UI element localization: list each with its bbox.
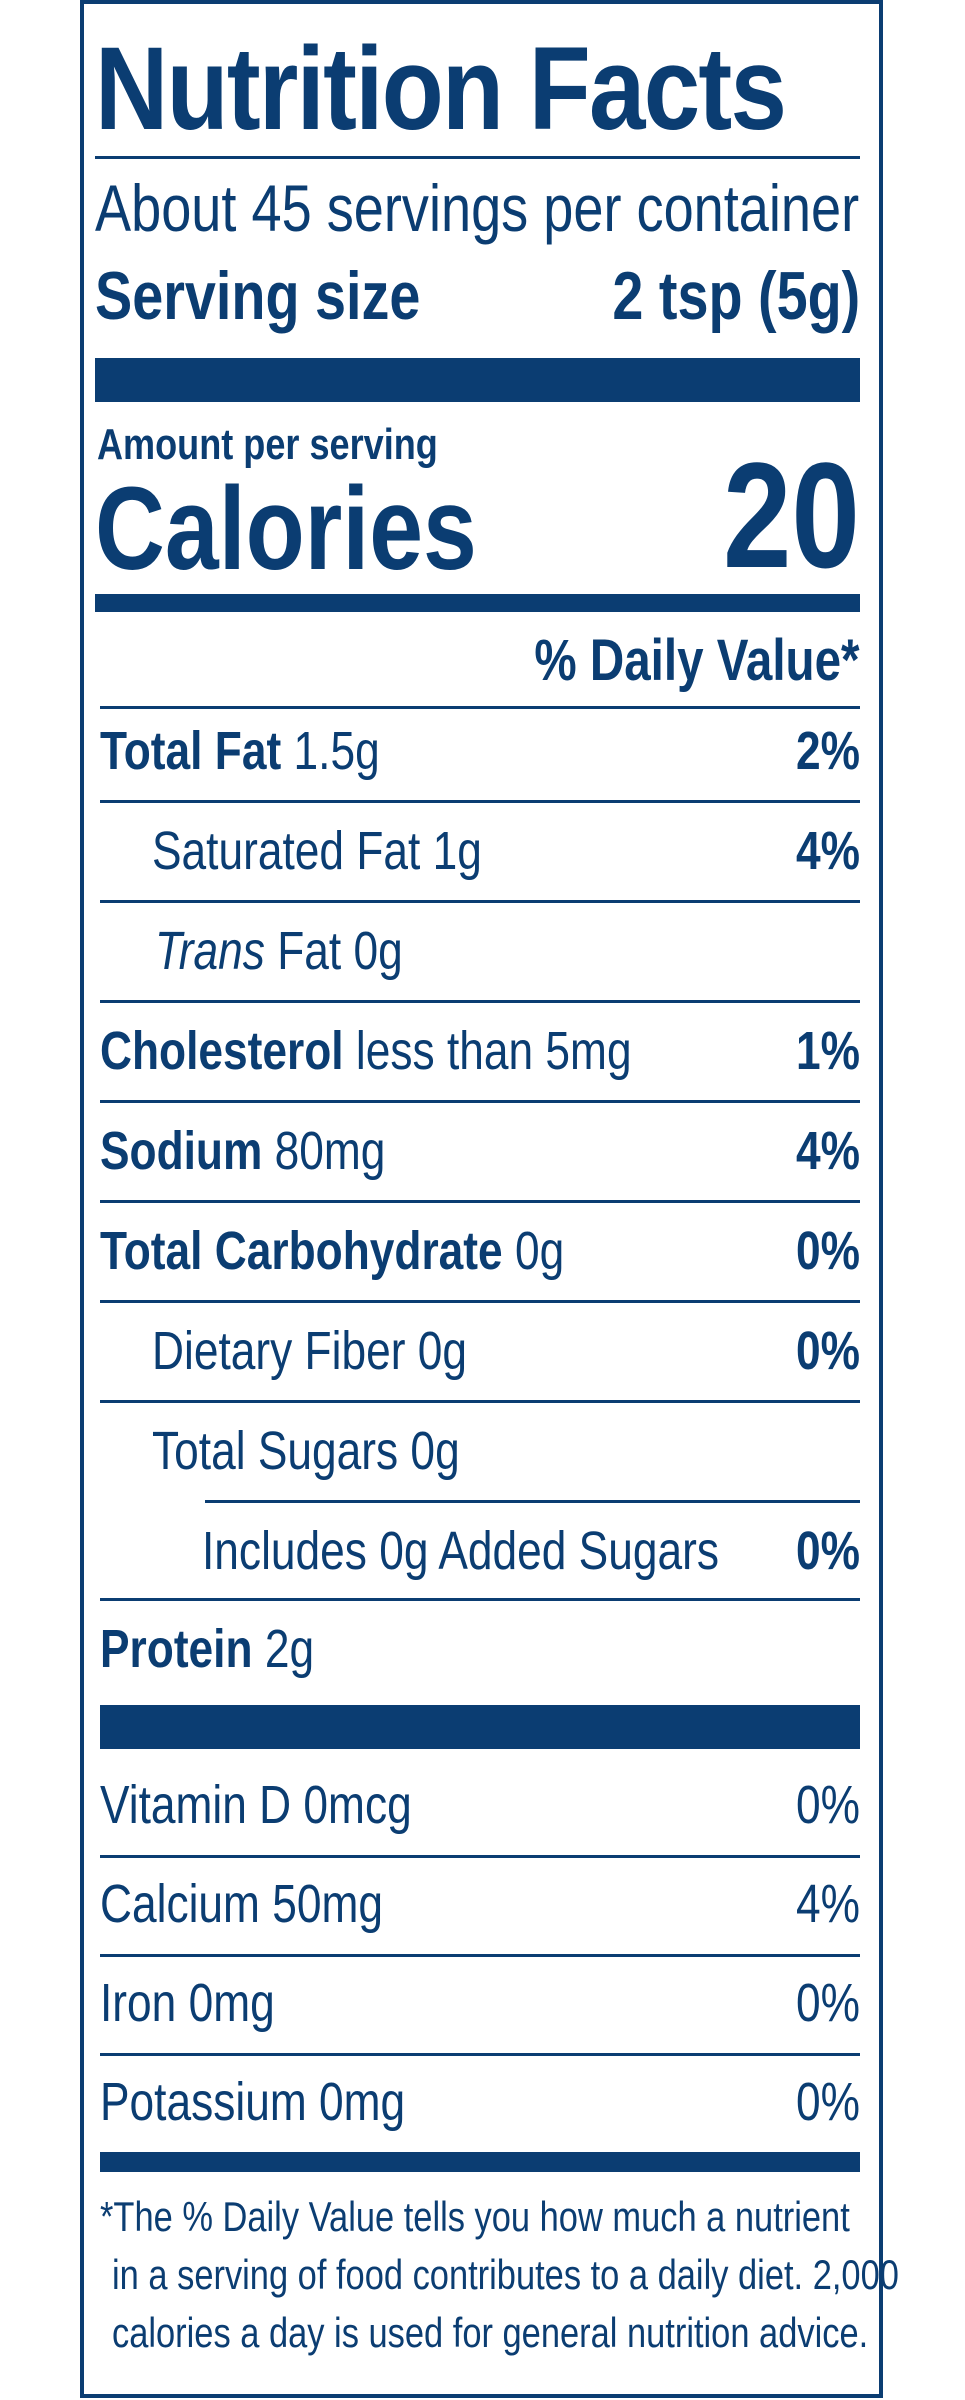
nutrient-saturated-fat: Saturated Fat 1g <box>152 821 482 881</box>
thick-divider <box>95 358 860 402</box>
nutrient-total-carbohydrate: Total Carbohydrate 0g <box>100 1221 565 1281</box>
iron: Iron 0mg <box>100 1973 275 2033</box>
nutrient-total-fat: Total Fat 1.5g <box>100 721 380 781</box>
divider <box>100 706 860 709</box>
dv-potassium: 0% <box>796 2072 860 2132</box>
servings-per-container: About 45 servings per container <box>95 171 860 245</box>
serving-size-label: Serving size <box>95 258 421 334</box>
serving-size-value: 2 tsp (5g) <box>612 258 860 334</box>
footnote-line-2: in a serving of food contributes to a da… <box>112 2251 899 2298</box>
label-title: Nutrition Facts <box>95 23 787 155</box>
divider <box>100 1100 860 1103</box>
dv-iron: 0% <box>796 1973 860 2033</box>
nutrient-dietary-fiber: Dietary Fiber 0g <box>152 1321 468 1381</box>
divider <box>100 1598 860 1601</box>
divider <box>100 1954 860 1957</box>
daily-value-header: % Daily Value* <box>534 628 860 693</box>
nutrient-total-sugars: Total Sugars 0g <box>152 1421 460 1481</box>
dv-calcium: 4% <box>796 1874 860 1934</box>
divider <box>95 156 860 159</box>
divider <box>100 1300 860 1303</box>
divider <box>100 1200 860 1203</box>
divider <box>100 2053 860 2056</box>
vitamin-d: Vitamin D 0mcg <box>100 1775 412 1835</box>
dv-total-carbohydrate: 0% <box>796 1221 860 1281</box>
divider <box>100 1400 860 1403</box>
nutrient-sodium: Sodium 80mg <box>100 1121 386 1181</box>
nutrient-trans-fat: Trans Fat 0g <box>155 921 403 981</box>
dv-added-sugars: 0% <box>796 1521 860 1581</box>
nutrient-protein: Protein 2g <box>100 1619 315 1679</box>
dv-cholesterol: 1% <box>796 1021 860 1081</box>
calories-value: 20 <box>723 431 860 599</box>
divider <box>100 1000 860 1003</box>
medium-divider <box>95 594 860 612</box>
dv-sodium: 4% <box>796 1121 860 1181</box>
divider <box>100 1855 860 1858</box>
calcium: Calcium 50mg <box>100 1874 384 1934</box>
nutrient-cholesterol: Cholesterol less than 5mg <box>100 1021 632 1081</box>
divider <box>100 900 860 903</box>
medium-divider <box>100 2152 860 2172</box>
thick-divider <box>100 1705 860 1749</box>
dv-saturated-fat: 4% <box>796 821 860 881</box>
dv-vitamin-d: 0% <box>796 1775 860 1835</box>
potassium: Potassium 0mg <box>100 2072 406 2132</box>
dv-dietary-fiber: 0% <box>796 1321 860 1381</box>
divider <box>205 1500 860 1503</box>
calories-label: Calories <box>95 463 477 595</box>
footnote-line-1: *The % Daily Value tells you how much a … <box>100 2193 850 2240</box>
footnote-line-3: calories a day is used for general nutri… <box>112 2309 869 2356</box>
nutrient-added-sugars: Includes 0g Added Sugars <box>202 1521 719 1581</box>
divider <box>100 800 860 803</box>
dv-total-fat: 2% <box>796 721 860 781</box>
amount-per-serving: Amount per serving <box>97 420 438 469</box>
